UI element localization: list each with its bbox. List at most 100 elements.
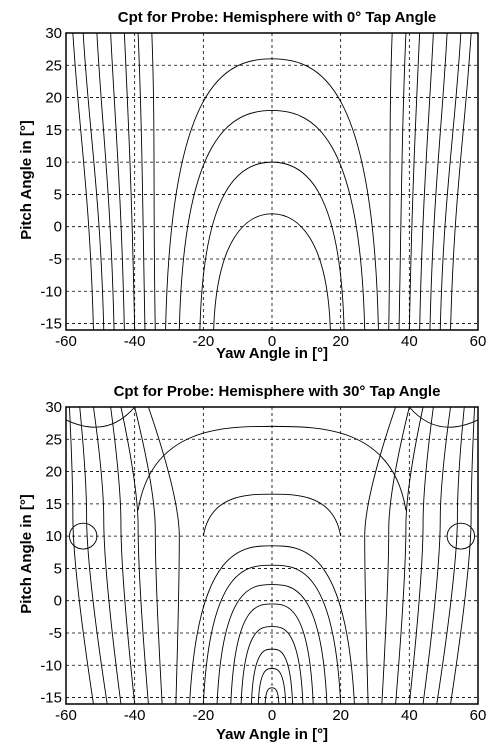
x-tick-label: 20 [332,707,349,724]
y-axis-label: Pitch Angle in [°] [18,494,35,614]
contour-line [93,406,122,705]
x-tick-label: 0 [268,333,276,350]
contour-line [408,32,421,331]
y-tick-label: -15 [40,690,62,707]
y-axis-label: Pitch Angle in [°] [18,120,35,240]
contour-chart-0-deg: Cpt for Probe: Hemisphere with 0° Tap An… [0,0,494,373]
contour-line [110,32,125,331]
contour-line [388,32,393,331]
contour-lines [65,406,479,705]
x-tick-label: -40 [124,333,146,350]
contour-line [189,545,355,705]
x-tick-label: 60 [470,333,487,350]
contour-line [79,406,108,705]
contour-line [450,32,472,331]
chart-title: Cpt for Probe: Hemisphere with 0° Tap An… [118,9,437,26]
contour-line [419,32,434,331]
y-tick-label: 15 [45,496,62,513]
contour-line [408,406,434,705]
x-tick-label: -20 [192,333,214,350]
x-axis-label: Yaw Angle in [°] [216,726,328,743]
x-tick-label: 0 [268,707,276,724]
contour-line [178,110,366,331]
y-tick-label: 5 [54,560,62,577]
contour-line [436,406,465,705]
grid [66,33,478,330]
contour-line [72,32,94,331]
y-tick-label: 30 [45,399,62,416]
contour-loop [446,522,476,550]
contour-line [199,161,345,331]
chart-svg: Cpt for Probe: Hemisphere with 30° Tap A… [18,383,486,743]
x-tick-labels: -60 -40 -20 0 20 40 60 [55,707,486,724]
contour-line [165,58,379,331]
contour-line [408,406,479,428]
y-tick-label: 20 [45,464,62,481]
y-tick-label: 5 [54,186,62,203]
contour-line [137,32,146,331]
contour-line [230,603,314,705]
contour-line [257,668,287,705]
contour-line [364,406,397,705]
contour-line [250,648,294,705]
x-axis-label: Yaw Angle in [°] [216,345,328,362]
chart-svg: Cpt for Probe: Hemisphere with 0° Tap An… [18,9,486,362]
y-tick-label: 25 [45,57,62,74]
contour-line [147,406,180,705]
contour-line [202,564,342,705]
x-tick-label: 20 [332,333,349,350]
y-tick-label: -15 [40,316,62,333]
contour-line [429,32,448,331]
contour-line [422,406,451,705]
contour-line [240,626,304,705]
y-tick-label: 0 [54,593,62,610]
contour-line [264,687,280,705]
contour-line [151,32,156,331]
x-tick-label: 40 [401,707,418,724]
contour-line [120,406,149,705]
contour-line [134,406,163,705]
contour-lines [72,32,472,331]
grid [66,407,478,704]
y-tick-label: 20 [45,90,62,107]
y-tick-label: 30 [45,25,62,42]
contour-line [82,32,105,331]
y-tick-label: -5 [49,251,62,268]
x-tick-label: -40 [124,707,146,724]
x-tick-label: -60 [55,333,77,350]
contour-line [68,406,94,705]
plot-frame [65,406,479,705]
y-tick-label: 10 [45,528,62,545]
contour-line [65,406,136,428]
y-tick-labels: 30 25 20 15 10 5 0 -5 -10 -15 [40,25,62,333]
plot-frame [65,32,479,331]
y-tick-label: -10 [40,283,62,300]
x-tick-label: -20 [192,707,214,724]
contour-line [123,32,136,331]
contour-line [216,584,328,705]
x-tick-label: -60 [55,707,77,724]
contour-line [450,406,476,705]
contour-line [110,406,136,705]
y-tick-label: 25 [45,431,62,448]
y-tick-label: 15 [45,122,62,139]
y-tick-label: -5 [49,625,62,642]
contour-chart-30-deg: Cpt for Probe: Hemisphere with 30° Tap A… [0,374,494,747]
y-tick-label: 10 [45,154,62,171]
contour-loop [68,522,98,550]
x-tick-label: 40 [401,333,418,350]
contour-line [398,32,407,331]
y-tick-labels: 30 25 20 15 10 5 0 -5 -10 -15 [40,399,62,707]
y-tick-label: -10 [40,657,62,674]
contour-line [213,213,331,331]
contour-line [381,406,410,705]
contour-line [202,493,342,537]
contour-line [96,32,115,331]
x-tick-labels: -60 -40 -20 0 20 40 60 [55,333,486,350]
x-tick-label: 60 [470,707,487,724]
contour-line [137,425,407,511]
contour-line [439,32,462,331]
contour-line [395,406,424,705]
chart-title: Cpt for Probe: Hemisphere with 30° Tap A… [114,383,441,400]
y-tick-label: 0 [54,219,62,236]
